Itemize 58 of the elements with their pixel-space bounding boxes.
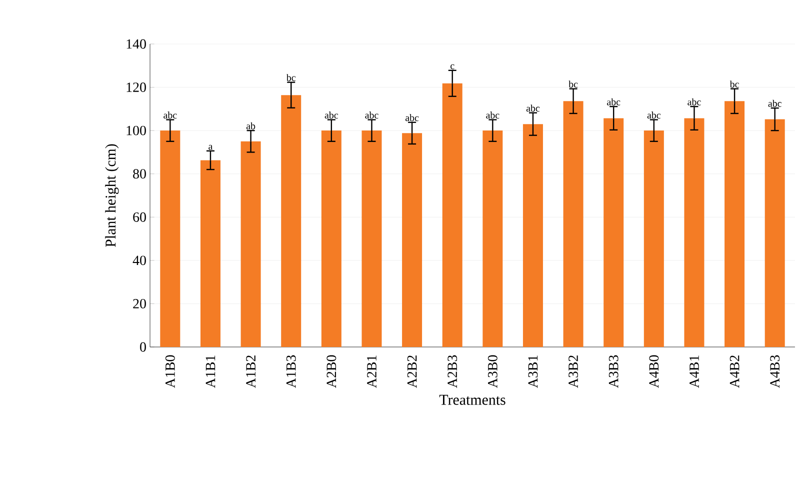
annotation: bc bbox=[568, 80, 578, 88]
x-tick-label: A2B2 bbox=[407, 356, 417, 388]
y-tick-label: 140 bbox=[126, 39, 146, 49]
x-tick-label: A4B2 bbox=[730, 356, 740, 388]
bar bbox=[240, 141, 261, 347]
bar bbox=[522, 124, 543, 347]
y-tick-label: 60 bbox=[133, 212, 146, 222]
bar bbox=[644, 130, 664, 347]
bar bbox=[764, 119, 785, 347]
annotation: a bbox=[208, 144, 213, 150]
annotation: bc bbox=[730, 80, 739, 88]
bar bbox=[604, 118, 624, 347]
annotation: abc bbox=[647, 112, 661, 119]
annotation: abc bbox=[405, 114, 419, 122]
annotation: ab bbox=[246, 122, 256, 130]
x-tick-label: A2B0 bbox=[326, 355, 336, 388]
y-tick-label: 40 bbox=[132, 256, 146, 266]
bar bbox=[402, 133, 422, 347]
x-tick-label: A4B1 bbox=[690, 356, 699, 388]
annotation: abc bbox=[526, 104, 540, 112]
y-tick-label: 80 bbox=[133, 169, 146, 179]
annotation: bc bbox=[286, 74, 296, 82]
x-tick-label: A1B3 bbox=[286, 355, 296, 388]
bar bbox=[160, 130, 180, 347]
bar bbox=[321, 130, 342, 347]
y-tick-label: 20 bbox=[133, 298, 146, 308]
annotation: abc bbox=[164, 112, 177, 119]
x-tick-label: A1B1 bbox=[206, 356, 216, 388]
bar bbox=[563, 101, 584, 347]
annotation: abc bbox=[486, 112, 500, 119]
x-tick-label: A2B1 bbox=[367, 356, 376, 388]
x-axis-title: Treatments bbox=[439, 394, 506, 405]
x-tick-label: A4B0 bbox=[649, 355, 659, 388]
x-tick-label: A1B0 bbox=[165, 355, 175, 388]
x-tick-label: A3B2 bbox=[568, 356, 578, 388]
x-tick-label: A3B0 bbox=[488, 355, 498, 388]
y-tick-label: 100 bbox=[126, 126, 146, 136]
annotation: abc bbox=[365, 112, 378, 119]
bar bbox=[442, 83, 462, 347]
y-tick-label: 0 bbox=[140, 342, 146, 352]
annotation: abc bbox=[768, 100, 782, 107]
bar bbox=[362, 130, 382, 347]
bar bbox=[482, 130, 503, 347]
bar bbox=[684, 118, 704, 347]
annotation: abc bbox=[688, 98, 701, 106]
y-tick-label: 120 bbox=[126, 82, 146, 92]
bar bbox=[200, 160, 220, 347]
annotation: abc bbox=[324, 112, 338, 119]
bar bbox=[281, 95, 302, 347]
bar bbox=[724, 101, 745, 347]
x-tick-label: A1B2 bbox=[246, 356, 256, 388]
x-tick-label: A3B1 bbox=[528, 356, 538, 388]
y-axis-title: Plant height (cm) bbox=[105, 144, 119, 247]
annotation: c bbox=[450, 64, 454, 70]
x-tick-label: A2B3 bbox=[448, 355, 458, 388]
x-tick-label: A4B3 bbox=[770, 355, 780, 388]
x-tick-label: A3B3 bbox=[608, 355, 618, 388]
annotation: abc bbox=[607, 98, 620, 106]
